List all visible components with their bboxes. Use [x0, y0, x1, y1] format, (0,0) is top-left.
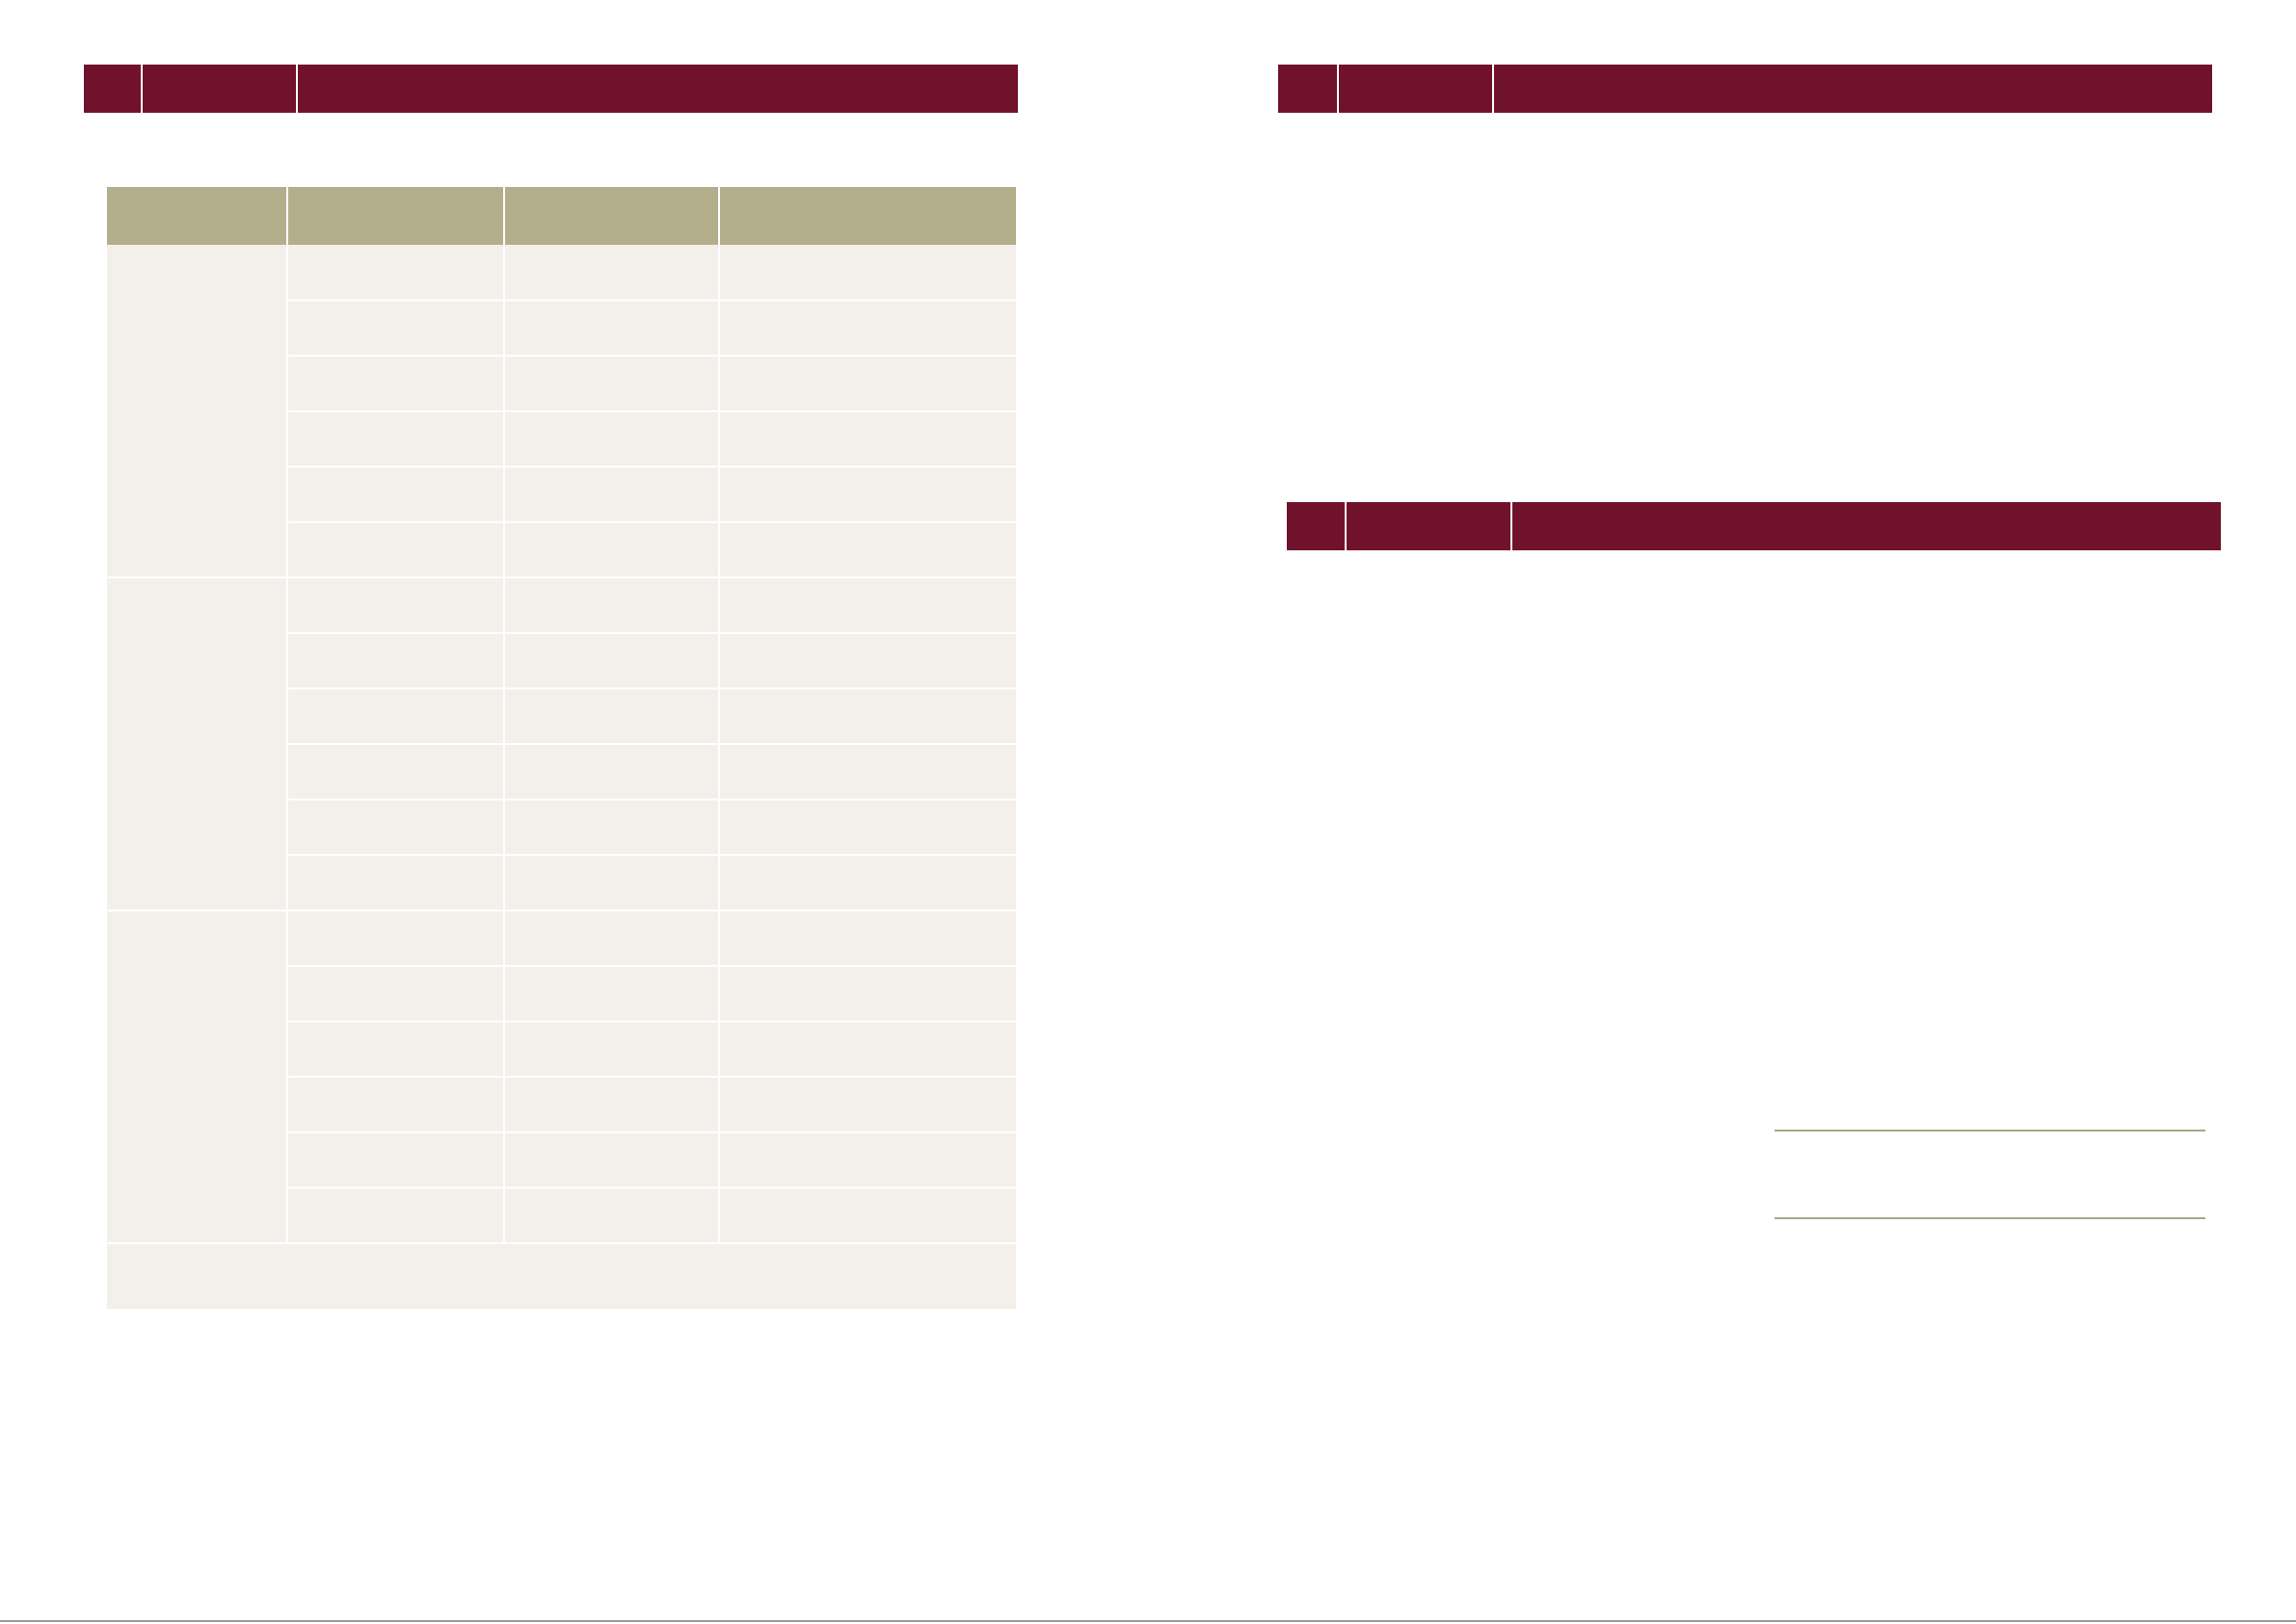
header-bar: [84, 65, 1018, 113]
header-bar: [1278, 65, 2212, 113]
left-header-bar: [84, 65, 1018, 113]
table-header-row: [107, 187, 1016, 245]
table: [107, 187, 1016, 1309]
header-bar: [1287, 502, 2221, 550]
section-header-bar: [1287, 502, 2221, 550]
table-body: [107, 245, 1016, 1309]
right-header-bar: [1278, 65, 2212, 113]
